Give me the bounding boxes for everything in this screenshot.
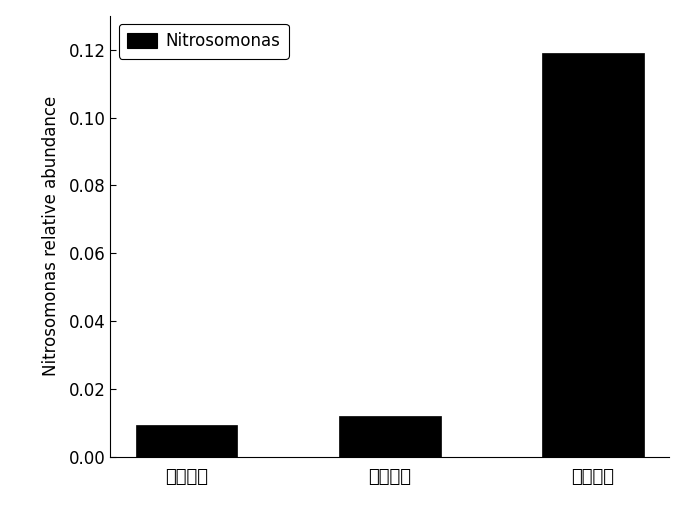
Y-axis label: Nitrosomonas relative abundance: Nitrosomonas relative abundance	[42, 96, 60, 376]
Bar	[542, 53, 644, 457]
Legend: Nitrosomonas: Nitrosomonas	[119, 24, 288, 59]
Bar	[136, 425, 237, 457]
Bar	[339, 416, 441, 457]
